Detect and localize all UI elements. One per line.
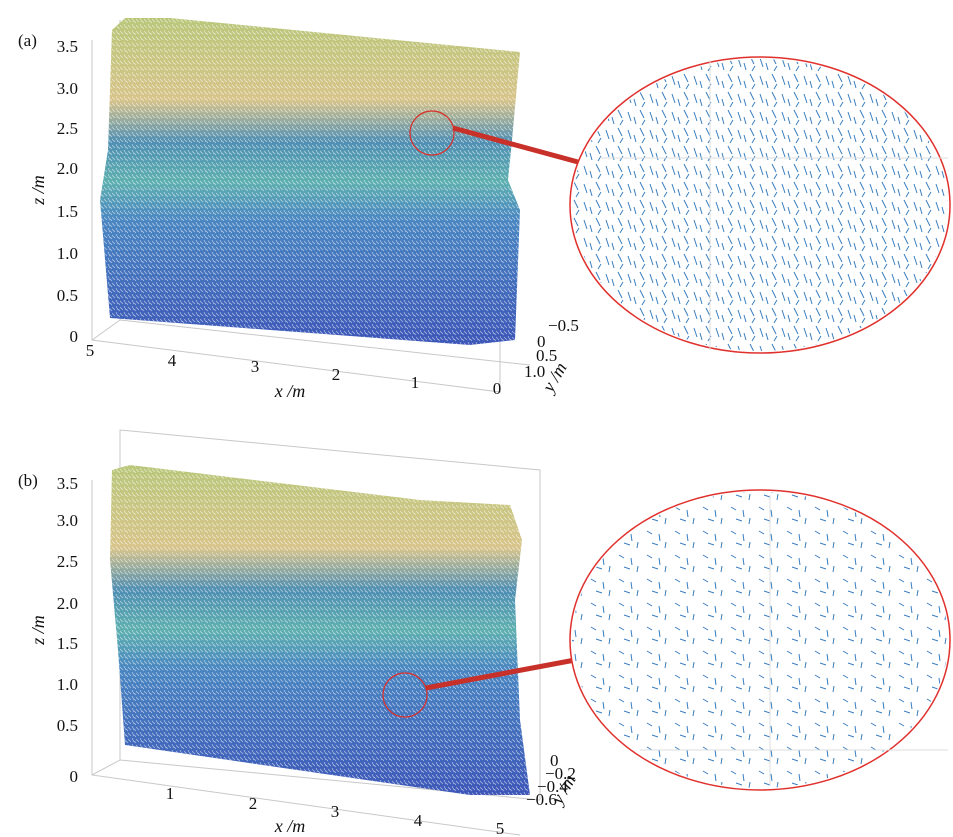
z-axis-label: z /m <box>28 615 48 646</box>
x-tick-label: 4 <box>168 351 177 370</box>
panel-b <box>92 430 950 835</box>
x-tick-label: 1 <box>411 373 420 392</box>
z-tick-label: 1.5 <box>57 634 78 653</box>
panel-label: (a) <box>18 31 37 50</box>
z-tick-label: 0 <box>70 767 79 786</box>
z-tick-label: 0.5 <box>57 716 78 735</box>
y-tick-label: −0.5 <box>548 316 579 335</box>
z-tick-label: 0 <box>70 327 79 346</box>
z-tick-label: 1.0 <box>57 244 78 263</box>
x-tick-label: 5 <box>496 819 505 837</box>
z-tick-label: 0.5 <box>57 286 78 305</box>
z-tick-label: 3.5 <box>57 474 78 493</box>
x-tick-label: 2 <box>332 365 341 384</box>
x-tick-label: 2 <box>249 794 258 813</box>
z-tick-label: 2.5 <box>57 552 78 571</box>
x-tick-label: 1 <box>166 784 175 803</box>
panel-a <box>92 18 950 392</box>
z-tick-label: 2.0 <box>57 594 78 613</box>
x-tick-label: 0 <box>493 379 502 398</box>
x-axis-label: x /m <box>274 816 306 836</box>
z-tick-label: 1.0 <box>57 675 78 694</box>
z-tick-label: 1.5 <box>57 202 78 221</box>
z-tick-label: 3.0 <box>57 79 78 98</box>
panel-label: (b) <box>18 471 38 490</box>
x-tick-label: 3 <box>251 357 260 376</box>
z-tick-label: 3.0 <box>57 511 78 530</box>
x-axis-label: x /m <box>274 381 306 401</box>
x-tick-label: 5 <box>86 341 95 360</box>
z-tick-label: 2.0 <box>57 159 78 178</box>
x-tick-label: 3 <box>331 802 340 821</box>
figure: (a) 3.5 3.0 2.5 2.0 1.5 1.0 0.5 0 z /m 5 4 3 2 1 0 x /m −… <box>0 0 953 837</box>
z-tick-label: 2.5 <box>57 119 78 138</box>
x-tick-label: 4 <box>414 811 423 830</box>
z-axis-label: z /m <box>28 175 48 206</box>
z-tick-label: 3.5 <box>57 37 78 56</box>
